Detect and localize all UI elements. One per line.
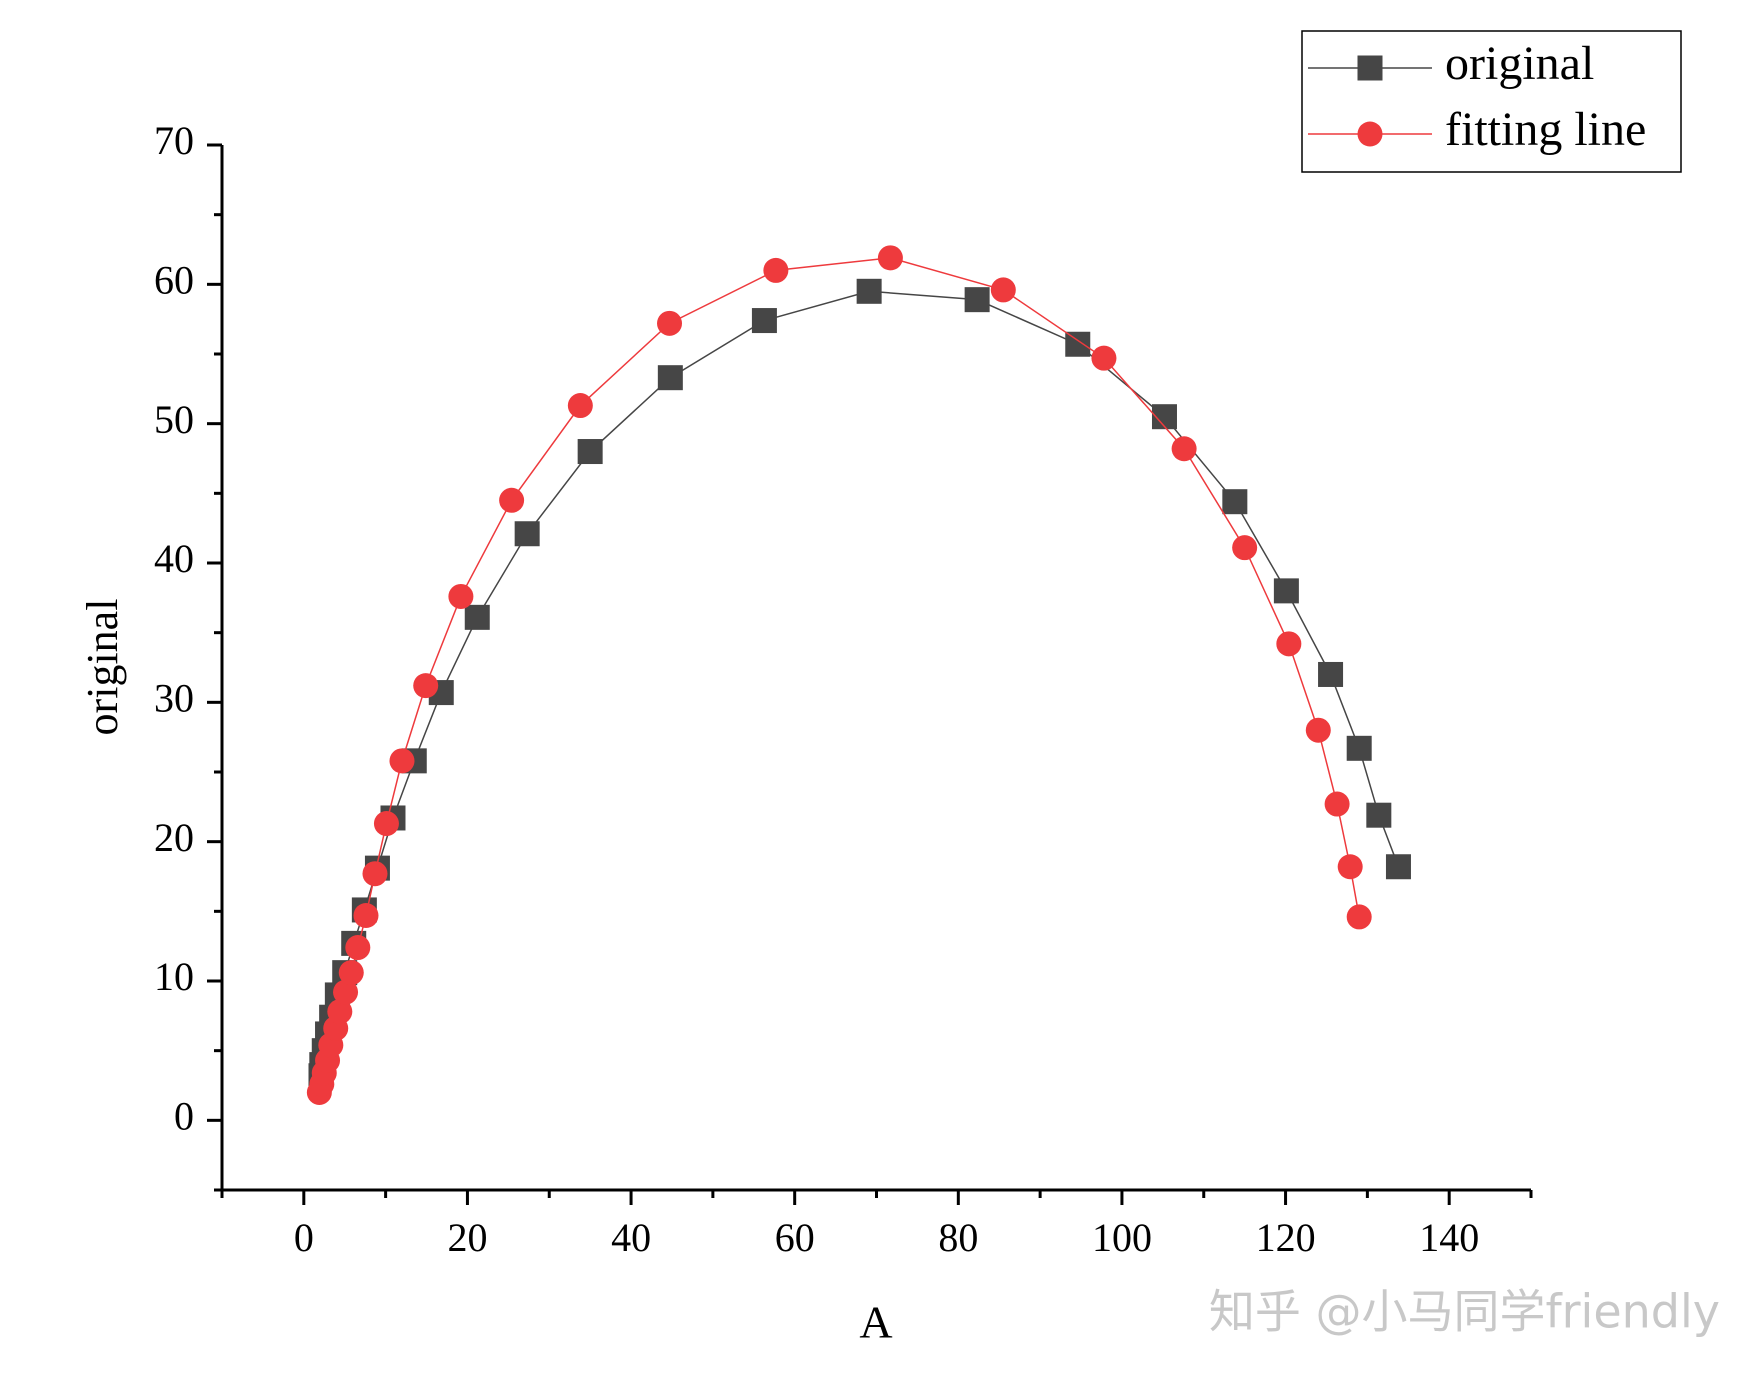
marker (1346, 904, 1372, 930)
marker (1171, 436, 1197, 462)
y-axis-label: original (78, 599, 127, 736)
x-tick-label: 120 (1256, 1215, 1316, 1260)
marker (1324, 791, 1350, 817)
x-tick-label: 40 (611, 1215, 651, 1260)
marker (1337, 854, 1363, 880)
marker (338, 960, 364, 986)
marker (1273, 578, 1299, 604)
y-tick-label: 40 (154, 536, 194, 581)
x-tick-label: 20 (447, 1215, 487, 1260)
marker (657, 365, 683, 391)
marker (856, 278, 882, 304)
marker (657, 310, 683, 336)
marker (567, 393, 593, 419)
watermark: 知乎 @小马同学friendly (1209, 1285, 1720, 1339)
marker (577, 439, 603, 465)
y-tick-label: 50 (154, 397, 194, 442)
marker (1346, 735, 1372, 761)
legend-label: fitting line (1445, 103, 1646, 156)
legend-marker (1357, 55, 1383, 81)
marker (751, 308, 777, 334)
marker (353, 903, 379, 929)
marker (345, 935, 371, 961)
x-tick-label: 60 (775, 1215, 815, 1260)
marker (964, 287, 990, 313)
x-tick-label: 140 (1419, 1215, 1479, 1260)
marker (1091, 345, 1117, 371)
y-tick-label: 0 (174, 1094, 194, 1139)
y-tick-label: 30 (154, 676, 194, 721)
y-tick-label: 10 (154, 954, 194, 999)
marker (362, 861, 388, 887)
marker (1276, 631, 1302, 657)
marker (1318, 661, 1344, 687)
marker (1305, 717, 1331, 743)
marker (327, 999, 353, 1025)
marker (1222, 489, 1248, 515)
marker (373, 811, 399, 837)
marker (389, 748, 415, 774)
y-tick-label: 60 (154, 258, 194, 303)
marker (877, 245, 903, 271)
x-tick-label: 80 (938, 1215, 978, 1260)
marker (1232, 535, 1258, 561)
marker (464, 604, 490, 630)
marker (1065, 331, 1091, 357)
marker (499, 487, 525, 513)
x-axis-label: A (859, 1297, 892, 1348)
marker (990, 277, 1016, 303)
x-tick-label: 100 (1092, 1215, 1152, 1260)
marker (1385, 854, 1411, 880)
marker (448, 583, 474, 609)
marker (1366, 802, 1392, 828)
legend-marker (1357, 121, 1383, 147)
x-tick-label: 0 (294, 1215, 314, 1260)
marker (514, 521, 540, 547)
marker (763, 257, 789, 283)
marker (333, 979, 359, 1005)
marker (413, 673, 439, 699)
legend-box (1301, 30, 1682, 173)
y-tick-label: 70 (154, 118, 194, 163)
legend-label: original (1445, 37, 1594, 90)
y-tick-label: 20 (154, 815, 194, 860)
